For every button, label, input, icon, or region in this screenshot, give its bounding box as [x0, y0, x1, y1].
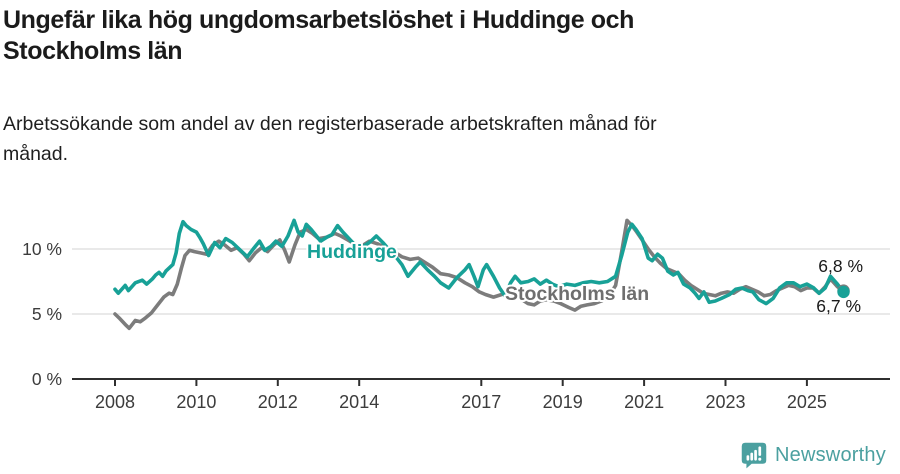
newsworthy-logo: Newsworthy	[740, 438, 900, 472]
series-label-stockholms-l-n: Stockholms län	[505, 283, 649, 305]
x-axis-label-2023: 2023	[705, 392, 745, 412]
x-axis-label-2010: 2010	[176, 392, 216, 412]
series-line-stockholms-l-n	[113, 218, 846, 331]
y-axis-label-10: 10 %	[22, 239, 62, 259]
y-axis-label-5: 5 %	[32, 304, 62, 324]
end-value-label-huddinge: 6,7 %	[816, 296, 861, 316]
chart-subtitle-line-1: Arbetssökande som andel av den registerb…	[3, 113, 657, 135]
chart-title-line-1: Ungefär lika hög ungdomsarbetslöshet i H…	[3, 6, 635, 34]
x-axis-label-2021: 2021	[624, 392, 664, 412]
x-axis-label-2025: 2025	[787, 392, 827, 412]
end-dot-huddinge	[837, 285, 850, 299]
x-axis-label-2014: 2014	[339, 392, 379, 412]
chart-title: Ungefär lika hög ungdomsarbetslöshet i H…	[3, 5, 883, 67]
exclamation-dot	[758, 457, 762, 461]
bar-small	[746, 455, 750, 461]
line-chart: 0 % 5 % 10 % 2008 2010 2012 2014 2017 2019 2021 20…	[0, 188, 900, 440]
speech-bubble-bar-chart-icon	[741, 442, 767, 469]
speech-bubble-shape	[741, 442, 767, 469]
y-axis-label-0: 0 %	[32, 369, 62, 389]
chart-title-line-2: Stockholms län	[3, 37, 183, 65]
end-value-label-stockholms-l-n: 6,8 %	[818, 256, 863, 276]
bar-medium	[750, 452, 754, 461]
bar-tall	[754, 449, 757, 461]
brand-name: Newsworthy	[775, 443, 886, 466]
x-axis-label-2019: 2019	[543, 392, 583, 412]
series-label-huddinge: Huddinge	[307, 241, 397, 263]
series-line-huddinge	[113, 218, 846, 306]
x-axis-label-2008: 2008	[95, 392, 135, 412]
chart-subtitle-line-2: månad.	[3, 143, 69, 165]
exclamation-stem	[758, 446, 762, 456]
line-chart-canvas: 0 % 5 % 10 % 2008 2010 2012 2014 2017 2019 2021 20…	[22, 218, 890, 412]
chart-subtitle: Arbetssökande som andel av den registerb…	[3, 109, 863, 169]
x-axis-label-2017: 2017	[461, 392, 501, 412]
x-axis-label-2012: 2012	[258, 392, 298, 412]
